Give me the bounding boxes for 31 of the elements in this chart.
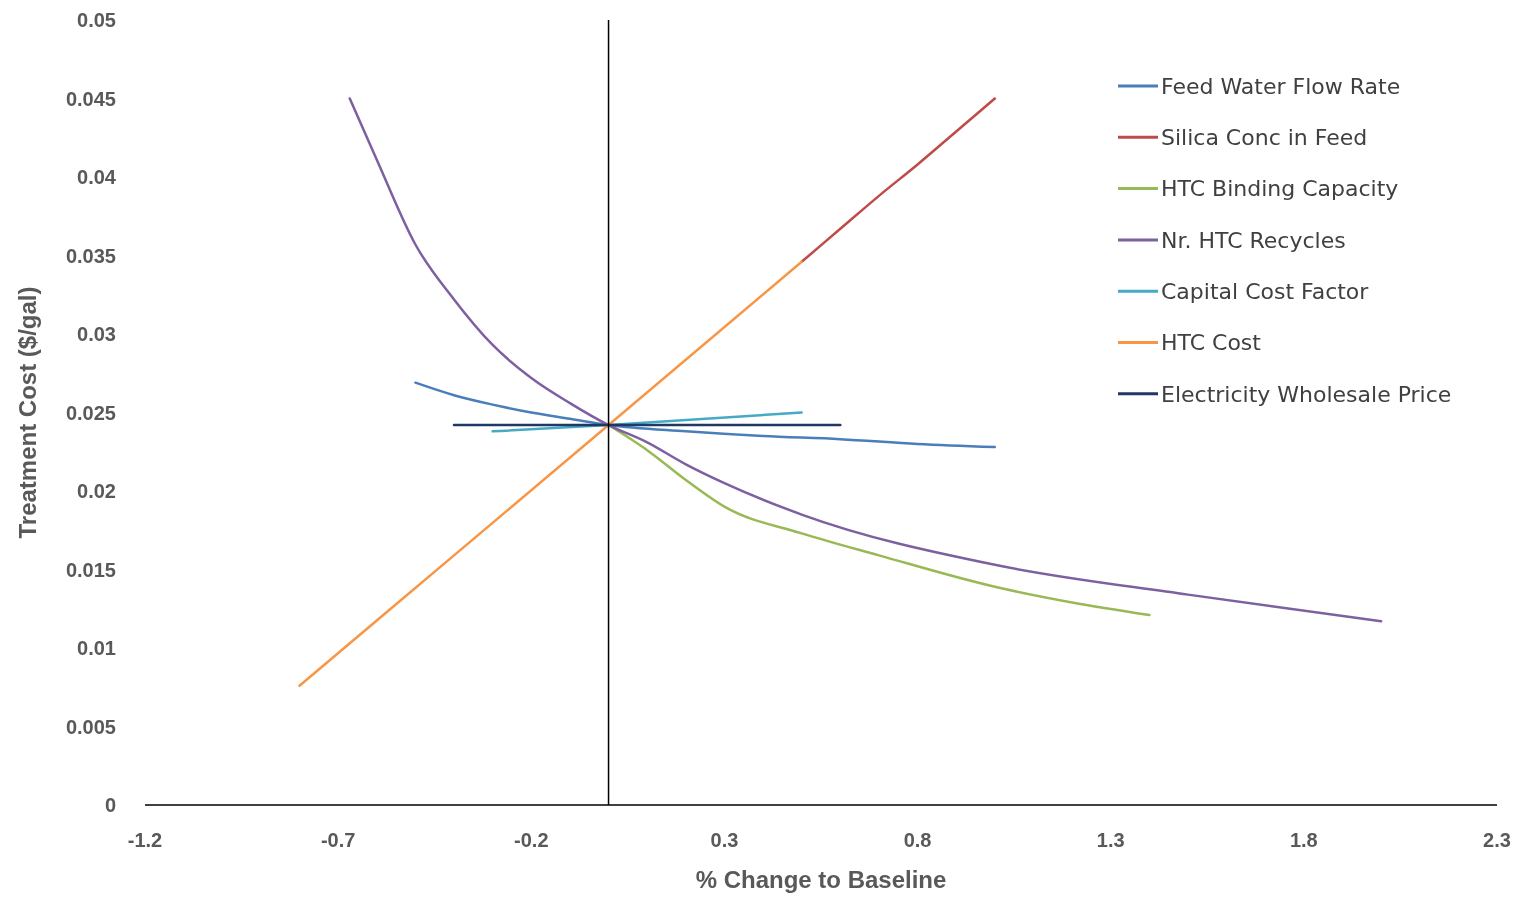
x-tick-label: 0.8 bbox=[903, 829, 932, 851]
y-tick-label: 0.015 bbox=[65, 558, 116, 581]
y-axis-title: Treatment Cost ($/gal) bbox=[14, 286, 41, 539]
y-tick-label: 0.025 bbox=[65, 401, 116, 424]
line-series bbox=[414, 381, 997, 449]
y-tick-label: 0.045 bbox=[65, 87, 116, 110]
y-tick-label: 0.035 bbox=[65, 244, 116, 267]
y-tick-label: 0.02 bbox=[77, 480, 116, 502]
x-tick-label: 0.3 bbox=[710, 829, 739, 851]
x-axis-title: % Change to Baseline bbox=[695, 866, 947, 893]
y-tick-label: 0.005 bbox=[65, 715, 116, 738]
x-tick-label: 2.3 bbox=[1483, 829, 1511, 851]
x-tick-label: 1.8 bbox=[1289, 829, 1318, 851]
y-tick-label: 0.05 bbox=[77, 9, 116, 31]
legend-label: HTC Cost bbox=[1161, 330, 1262, 356]
y-tick-label: 0.01 bbox=[77, 637, 116, 659]
legend-label: HTC Binding Capacity bbox=[1161, 176, 1399, 202]
line-series bbox=[298, 260, 803, 687]
legend-label: Silica Conc in Feed bbox=[1161, 125, 1368, 150]
x-tick-label: 1.3 bbox=[1096, 829, 1125, 851]
legend-label: Nr. HTC Recycles bbox=[1161, 227, 1346, 253]
y-tick-label: 0 bbox=[104, 794, 116, 816]
x-tick-label: -0.7 bbox=[320, 829, 356, 851]
x-tick-label: -1.2 bbox=[127, 829, 163, 851]
y-tick-label: 0.04 bbox=[77, 166, 117, 188]
legend-label: Feed Water Flow Rate bbox=[1161, 73, 1401, 99]
legend-label: Capital Cost Factor bbox=[1161, 278, 1370, 304]
line-series bbox=[800, 97, 997, 264]
x-tick-label: -0.2 bbox=[514, 829, 549, 851]
legend-label: Electricity Wholesale Price bbox=[1161, 381, 1452, 407]
y-tick-label: 0.03 bbox=[77, 323, 116, 345]
